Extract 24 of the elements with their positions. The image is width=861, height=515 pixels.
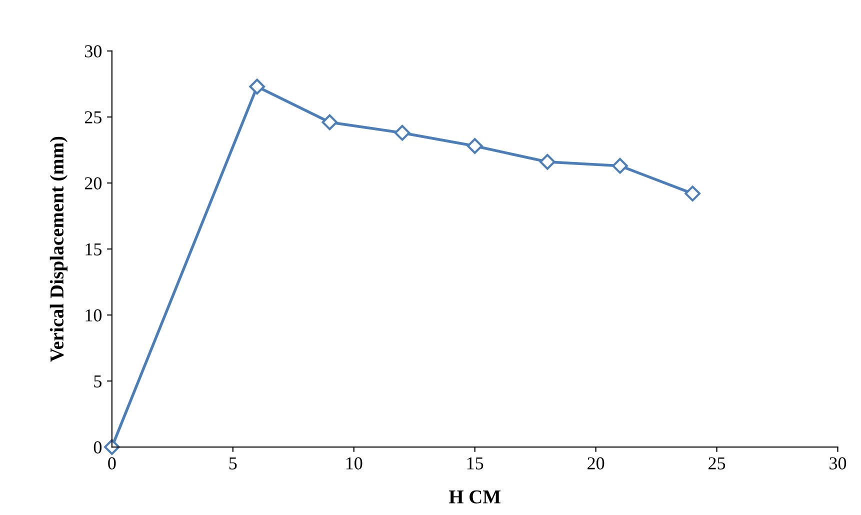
point bbox=[104, 439, 120, 455]
point bbox=[322, 114, 338, 130]
x-tick-label: 10 bbox=[346, 457, 362, 470]
x-tick-label: 30 bbox=[830, 457, 846, 470]
y-tick-label: 10 bbox=[86, 309, 102, 322]
x-axis-title: H CM bbox=[448, 490, 500, 504]
y-tick-label: 20 bbox=[84, 177, 102, 190]
point bbox=[249, 78, 266, 95]
y-tick-label: 25 bbox=[84, 111, 102, 124]
x-tick-label: 0 bbox=[108, 457, 116, 470]
y-tick-label: 30 bbox=[85, 45, 102, 58]
point bbox=[540, 154, 556, 170]
x-tick-label: 25 bbox=[708, 457, 726, 470]
point bbox=[612, 158, 628, 174]
y-axis-title: Verical Displacement (mm) bbox=[50, 136, 68, 362]
point bbox=[466, 138, 483, 154]
x-tick-label: 5 bbox=[229, 457, 237, 470]
point bbox=[394, 124, 410, 141]
x-tick-label: 20 bbox=[588, 457, 604, 470]
x-tick-label: 15 bbox=[467, 457, 484, 470]
y-tick-label: 5 bbox=[94, 375, 102, 388]
y-tick-label: 15 bbox=[86, 243, 102, 256]
y-tick-label: 0 bbox=[94, 441, 102, 454]
point bbox=[684, 186, 701, 202]
